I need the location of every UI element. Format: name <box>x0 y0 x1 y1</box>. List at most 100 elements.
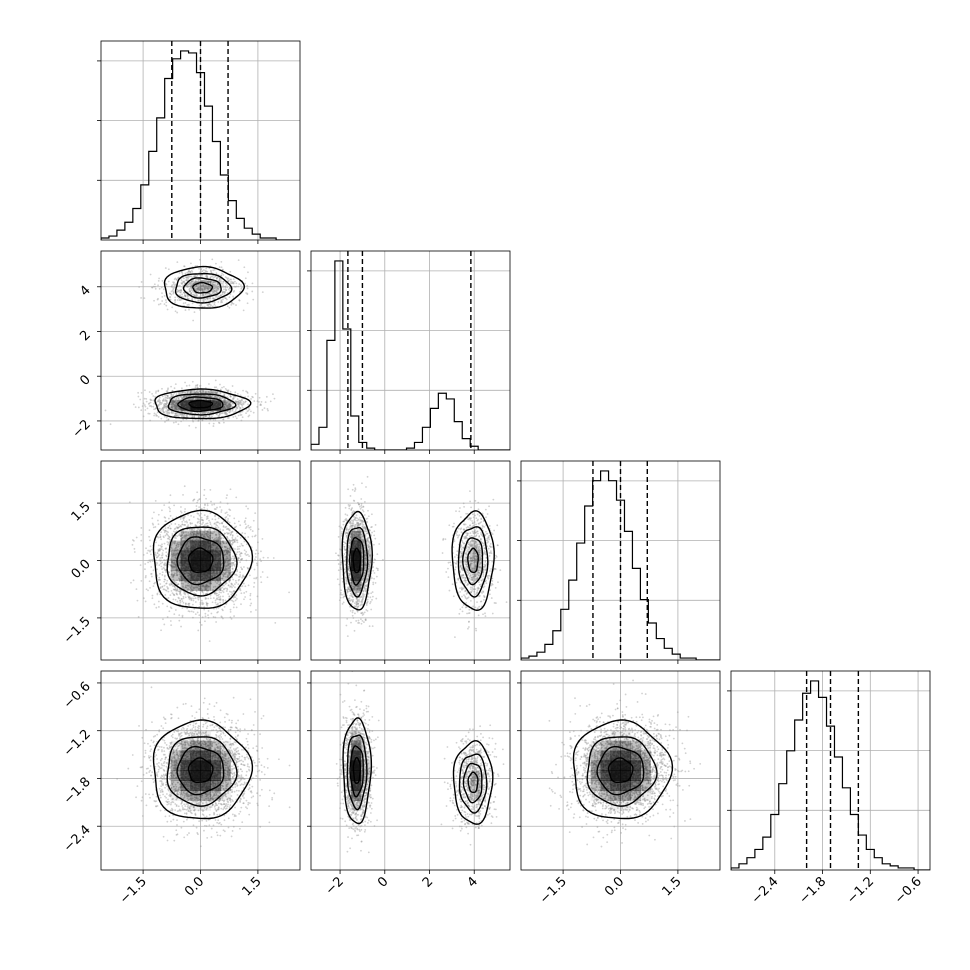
scatter-point <box>182 396 185 398</box>
scatter-point <box>195 505 198 507</box>
scatter-point <box>197 299 200 302</box>
scatter-point <box>165 402 167 405</box>
scatter-point <box>189 391 192 394</box>
scatter-point <box>165 571 167 573</box>
scatter-point <box>187 303 190 306</box>
scatter-point <box>219 412 221 415</box>
scatter-point <box>169 564 172 567</box>
scatter-point <box>216 287 219 290</box>
scatter-point <box>193 528 196 530</box>
scatter-point <box>231 539 233 542</box>
scatter-point <box>203 395 206 397</box>
scatter-point <box>172 580 175 583</box>
scatter-point <box>228 411 231 414</box>
scatter-point <box>212 290 215 293</box>
scatter-point <box>217 287 219 290</box>
scatter-point <box>176 414 178 417</box>
scatter-point <box>184 272 187 275</box>
scatter-point <box>216 603 219 606</box>
scatter-point <box>177 543 180 546</box>
scatter-point <box>222 291 224 293</box>
scatter-point <box>161 300 164 302</box>
scatter-point <box>197 397 200 400</box>
scatter-point <box>234 280 236 283</box>
scatter-point <box>174 310 177 313</box>
scatter-point <box>191 528 194 530</box>
scatter-point <box>130 581 132 584</box>
scatter-point <box>235 282 238 285</box>
scatter-point <box>232 416 235 418</box>
scatter-point <box>160 548 163 551</box>
scatter-point <box>263 407 266 410</box>
scatter-point <box>200 394 203 397</box>
scatter-point <box>176 568 179 571</box>
scatter-point <box>173 549 176 552</box>
scatter-point <box>163 559 166 562</box>
scatter-point <box>192 516 195 518</box>
scatter-point <box>157 606 160 608</box>
scatter-point <box>225 404 228 407</box>
scatter-point <box>230 282 233 285</box>
scatter-point <box>149 419 152 422</box>
scatter-point <box>175 544 178 547</box>
scatter-point <box>212 425 215 427</box>
scatter-point <box>168 571 171 574</box>
scatter-point <box>173 573 175 576</box>
scatter-point <box>224 297 227 300</box>
scatter-point <box>180 594 182 596</box>
scatter-point <box>238 399 241 402</box>
scatter-point <box>202 521 204 524</box>
scatter-point <box>171 399 174 402</box>
scatter-point <box>226 550 229 553</box>
scatter-point <box>182 601 185 604</box>
scatter-point <box>162 399 165 401</box>
scatter-point <box>202 398 205 401</box>
scatter-point <box>256 564 259 567</box>
scatter-point <box>198 304 201 307</box>
scatter-point <box>224 276 227 278</box>
scatter-point <box>180 525 183 528</box>
scatter-point <box>175 407 177 410</box>
scatter-point <box>203 287 206 290</box>
scatter-point <box>188 308 190 311</box>
scatter-point <box>207 287 210 290</box>
scatter-point <box>218 397 221 399</box>
scatter-point <box>223 403 226 406</box>
scatter-point <box>213 539 215 541</box>
scatter-point <box>138 286 141 288</box>
scatter-point <box>175 549 178 552</box>
scatter-point <box>222 609 224 612</box>
scatter-point <box>234 410 237 413</box>
scatter-point <box>203 494 206 497</box>
scatter-point <box>264 401 267 404</box>
scatter-point <box>234 415 237 418</box>
scatter-point <box>164 517 167 519</box>
scatter-point <box>183 510 186 513</box>
scatter-point <box>181 536 184 539</box>
scatter-point <box>230 405 233 408</box>
scatter-point <box>218 266 221 269</box>
scatter-point <box>231 543 234 546</box>
scatter-point <box>163 563 165 566</box>
scatter-point <box>227 277 230 280</box>
scatter-point <box>192 599 195 602</box>
scatter-point <box>213 592 216 595</box>
scatter-point <box>174 523 177 525</box>
scatter-point <box>212 597 215 599</box>
scatter-point <box>184 295 187 298</box>
scatter-point <box>198 267 200 270</box>
scatter-point <box>217 606 220 609</box>
scatter-point <box>215 290 217 293</box>
scatter-point <box>222 617 224 620</box>
scatter-point <box>149 560 152 563</box>
scatter-point <box>184 602 187 605</box>
scatter-point <box>223 545 226 548</box>
scatter-point <box>194 426 197 429</box>
scatter-point <box>157 554 160 557</box>
scatter-point <box>179 560 181 562</box>
scatter-point <box>243 566 245 568</box>
scatter-point <box>213 276 216 279</box>
scatter-point <box>239 552 242 555</box>
scatter-point <box>167 268 170 271</box>
scatter-point <box>213 303 216 306</box>
